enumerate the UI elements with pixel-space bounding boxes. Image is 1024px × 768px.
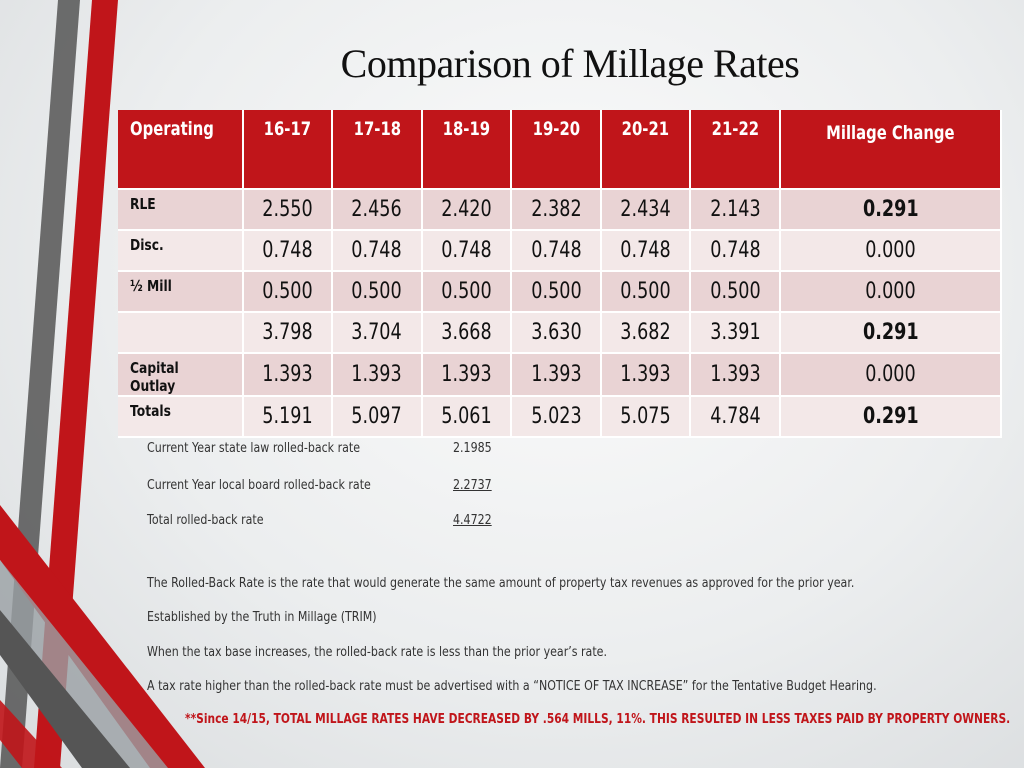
table-cell: 0.748 [601, 231, 692, 272]
table-cell: 3.704 [333, 313, 423, 354]
header-operating: Operating [118, 110, 244, 190]
table-row: RLE 2.550 2.456 2.420 2.382 2.434 2.143 0.291 [118, 190, 1002, 231]
note-text: When the tax base increases, the rolled-… [147, 645, 607, 660]
header-year: 17-18 [333, 110, 423, 190]
rolled-back-value: 4.4722 [453, 513, 492, 528]
table-cell: 2.420 [422, 190, 513, 231]
row-label: ½ Mill [118, 272, 244, 313]
table-cell: 5.191 [243, 397, 334, 438]
table-cell: 0.748 [243, 231, 334, 272]
table-cell: 2.456 [333, 190, 423, 231]
rolled-back-value: 2.1985 [453, 441, 492, 456]
table-cell: 2.434 [601, 190, 692, 231]
header-year: 19-20 [512, 110, 602, 190]
row-label: RLE [118, 190, 244, 231]
table-cell: 0.500 [333, 272, 423, 313]
table-cell: 0.748 [333, 231, 423, 272]
millage-change-cell: 0.000 [780, 354, 1002, 397]
table-cell: 1.393 [691, 354, 781, 397]
table-row: Capital Outlay 1.393 1.393 1.393 1.393 1.393 1… [118, 354, 1002, 397]
table-cell: 0.748 [512, 231, 602, 272]
row-label [118, 313, 244, 354]
rolled-back-label: Current Year local board rolled-back rat… [147, 478, 371, 493]
row-label: Disc. [118, 231, 244, 272]
header-year: 16-17 [243, 110, 334, 190]
table-cell: 0.500 [512, 272, 602, 313]
table-cell: 5.097 [333, 397, 423, 438]
millage-change-cell: 0.291 [780, 190, 1002, 231]
millage-table: Operating 16-17 17-18 18-19 19-20 20-21 21-22 M… [118, 110, 1002, 438]
table-cell: 0.748 [691, 231, 781, 272]
footnote: **Since 14/15, TOTAL MILLAGE RATES HAVE … [185, 712, 1011, 727]
table-cell: 1.393 [333, 354, 423, 397]
header-year: 20-21 [601, 110, 692, 190]
row-label: Capital Outlay [118, 354, 244, 397]
table-cell: 2.550 [243, 190, 334, 231]
table-row: Disc. 0.748 0.748 0.748 0.748 0.748 0.748 0.000 [118, 231, 1002, 272]
table-cell: 3.668 [422, 313, 513, 354]
millage-change-cell: 0.291 [780, 313, 1002, 354]
table-cell: 3.391 [691, 313, 781, 354]
table-cell: 1.393 [422, 354, 513, 397]
table-cell: 1.393 [601, 354, 692, 397]
millage-change-cell: 0.291 [780, 397, 1002, 438]
table-cell: 0.500 [243, 272, 334, 313]
table-cell: 5.023 [512, 397, 602, 438]
rolled-back-label: Current Year state law rolled-back rate [147, 441, 361, 456]
rolled-back-label: Total rolled-back rate [147, 513, 264, 528]
table-cell: 5.075 [601, 397, 692, 438]
header-millage-change: Millage Change [780, 110, 1002, 190]
table-cell: 1.393 [243, 354, 334, 397]
table-cell: 2.143 [691, 190, 781, 231]
rolled-back-value: 2.2737 [453, 478, 492, 493]
page-title: Comparison of Millage Rates [340, 41, 800, 86]
row-label: Totals [118, 397, 244, 438]
note-text: The Rolled-Back Rate is the rate that wo… [147, 576, 855, 591]
table-row: Totals 5.191 5.097 5.061 5.023 5.075 4.784 0.29… [118, 397, 1002, 438]
millage-change-cell: 0.000 [780, 272, 1002, 313]
note-text: Established by the Truth in Millage (TRI… [147, 610, 377, 625]
table-cell: 1.393 [512, 354, 602, 397]
table-cell: 3.630 [512, 313, 602, 354]
header-year: 21-22 [691, 110, 781, 190]
table-cell: 3.682 [601, 313, 692, 354]
table-cell: 0.500 [422, 272, 513, 313]
table-cell: 2.382 [512, 190, 602, 231]
millage-change-cell: 0.000 [780, 231, 1002, 272]
table-cell: 5.061 [422, 397, 513, 438]
table-cell: 0.500 [691, 272, 781, 313]
table-cell: 0.500 [601, 272, 692, 313]
table-cell: 3.798 [243, 313, 334, 354]
table-cell: 4.784 [691, 397, 781, 438]
table-row: 3.798 3.704 3.668 3.630 3.682 3.391 0.291 [118, 313, 1002, 354]
table-cell: 0.748 [422, 231, 513, 272]
table-row: ½ Mill 0.500 0.500 0.500 0.500 0.500 0.500 0.00… [118, 272, 1002, 313]
note-text: A tax rate higher than the rolled-back r… [147, 679, 877, 694]
header-year: 18-19 [422, 110, 513, 190]
